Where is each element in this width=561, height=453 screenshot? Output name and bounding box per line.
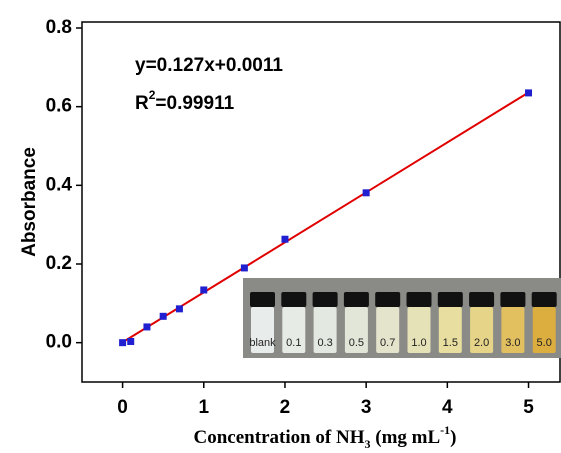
inset-label: 0.3 [317,337,332,349]
x-tick-label: 3 [361,397,372,418]
inset-label: 0.7 [380,337,395,349]
y-tick-label: 0.2 [46,253,72,274]
r-sup: 2 [149,88,156,102]
data-point [240,264,248,272]
r-value: =0.99911 [155,93,234,114]
inset-label: 5.0 [537,337,552,349]
inset-label: 2.0 [474,337,489,349]
vial-body [532,307,556,353]
r-squared: R2=0.99911 [135,88,235,114]
vial-cap [531,292,557,307]
x-tick-label: 2 [280,397,291,418]
vial-cap [343,292,369,307]
fit-line [122,91,530,344]
x-label-sub: 3 [365,437,371,451]
inset-photo: blank 0.1 0.3 0.5 0.7 1.0 1.5 2.0 3.0 5.0 [243,278,561,358]
vial-cap [281,292,307,307]
data-point [281,235,289,243]
inset-label: 0.1 [286,337,301,349]
y-tick-label: 0.0 [46,332,72,353]
inset-label: 1.0 [411,337,426,349]
vial-body [251,307,274,353]
data-point [143,323,151,331]
plot-frame [81,21,561,383]
vial-cap [500,292,526,307]
x-tick-label: 0 [117,397,128,418]
vial-cap [406,292,432,307]
x-tick-label: 1 [198,397,209,418]
x-label-1: Concentration of NH [194,427,365,448]
x-tick-label: 5 [523,397,534,418]
data-point [159,312,167,320]
vial-body [501,307,525,353]
vial-cap [437,292,463,307]
x-label-2: (mg mL [371,427,441,448]
inset-label: 1.5 [443,337,458,349]
equation: y=0.127x+0.0011 [135,55,283,76]
vial-body [376,307,400,353]
vial-body [344,307,368,353]
vial-cap [375,292,401,307]
x-axis-label: Concentration of NH3 (mg mL-1) [194,423,457,451]
inset-label: 3.0 [505,337,520,349]
inset-label: blank [249,337,276,349]
vial-body [407,307,431,353]
y-axis-label: Absorbance [19,147,40,257]
vial-cap [469,292,495,307]
vial-body [438,307,462,353]
x-label-3: ) [450,427,456,448]
data-point [175,305,183,313]
r: R [135,93,149,114]
x-tick-label: 4 [442,397,453,418]
y-tick-label: 0.6 [46,96,72,117]
x-label-sup: -1 [440,423,450,437]
data-point [525,89,533,97]
y-tick-label: 0.4 [46,174,73,195]
data-point [362,189,370,197]
data-point [119,339,127,347]
data-point [200,286,208,294]
vial-cap [312,292,338,307]
vial-body [313,307,337,353]
y-tick-label: 0.8 [46,17,72,38]
vial-cap [250,292,275,307]
data-point [127,337,135,345]
inset-label: 0.5 [349,337,364,349]
vial-body [470,307,494,353]
vial-body [282,307,306,353]
